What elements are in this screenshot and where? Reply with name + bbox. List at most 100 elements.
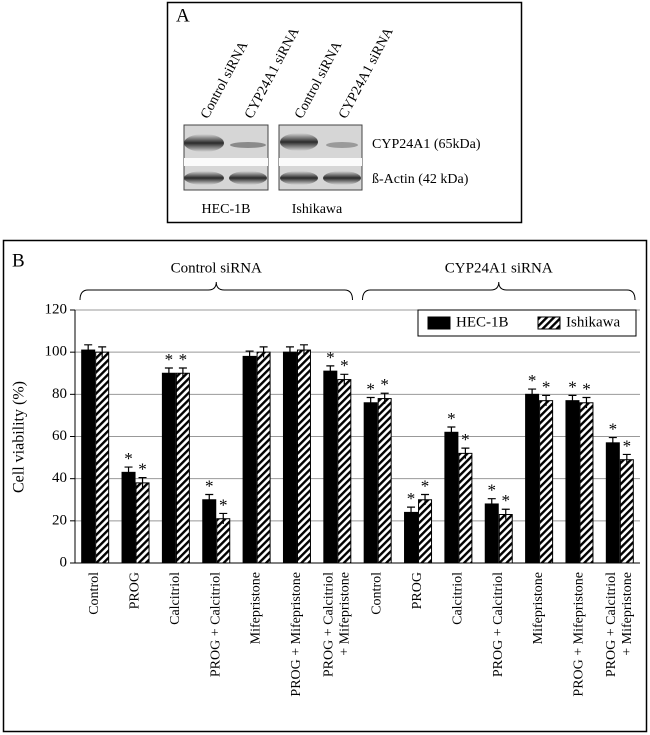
significance-marker: *: [488, 481, 497, 500]
significance-marker: *: [609, 419, 618, 438]
bar: [337, 379, 352, 564]
bar: [404, 511, 419, 564]
bar: [363, 402, 378, 564]
bar: [605, 442, 620, 564]
x-tick-label: PROG + Calcitriol+ Mifepristone: [604, 572, 635, 677]
band-label: ß-Actin (42 kDa): [372, 172, 469, 187]
bar: [619, 459, 634, 564]
bar: [256, 351, 271, 564]
significance-marker: *: [447, 409, 456, 428]
error-bar: [326, 365, 335, 377]
bar: [418, 499, 433, 564]
bar: [242, 355, 257, 564]
legend-box: [417, 309, 637, 337]
error-bar: [582, 396, 591, 409]
legend-label: Ishikawa: [566, 314, 620, 330]
error-bar: [501, 508, 510, 520]
x-tick-label: PROG + Mifepristone: [289, 572, 304, 697]
significance-marker: *: [461, 430, 470, 449]
plot: 0 20 40 60 80 100 120 Control siRNA CYP24A1 siRN…: [45, 260, 640, 697]
error-bar: [528, 388, 537, 400]
bar: [565, 400, 580, 564]
significance-marker: *: [582, 379, 591, 398]
bar: [95, 351, 110, 564]
legend: HEC-1B Ishikawa: [417, 309, 637, 337]
error-bar: [340, 373, 349, 385]
y-axis-label: Cell viability (%): [11, 381, 28, 493]
bar: [135, 482, 150, 564]
error-bar: [568, 394, 577, 406]
error-bar: [407, 506, 416, 518]
significance-marker: *: [340, 356, 349, 375]
bar: [202, 499, 217, 564]
x-tick-label: PROG + Calcitriol: [208, 572, 223, 677]
error-bar: [205, 493, 214, 506]
blot-ishikawa: [278, 124, 363, 191]
significance-marker: *: [623, 436, 632, 455]
panel-b-label: B: [12, 250, 25, 271]
blot-hec: [183, 124, 269, 191]
error-bar: [461, 447, 470, 459]
panel-a-label: A: [176, 5, 190, 26]
error-bar: [622, 453, 631, 465]
bar: [216, 518, 231, 564]
x-tick-label: Calcitriol: [451, 572, 466, 625]
error-bar: [487, 498, 496, 510]
bar: [81, 349, 96, 564]
error-bar: [124, 466, 133, 478]
bar: [484, 503, 499, 564]
bar: [377, 398, 392, 564]
group-bracket: [79, 281, 353, 301]
x-tick-label: PROG: [410, 572, 425, 609]
error-bar: [380, 392, 389, 404]
x-tick-label: PROG + Mifepristone: [572, 572, 587, 697]
y-tick-label: 80: [52, 386, 67, 402]
x-tick-label: Mifepristone: [249, 572, 264, 644]
x-tick-label: Mifepristone: [531, 572, 546, 644]
error-bar: [447, 426, 456, 438]
x-tick-label: Control: [370, 572, 385, 615]
error-bar: [219, 512, 228, 524]
error-bar: [98, 346, 107, 358]
bar: [121, 471, 136, 564]
significance-marker: *: [205, 476, 214, 495]
bar: [458, 452, 473, 564]
cell-line-label: HEC-1B: [202, 202, 251, 217]
y-tick-label: 40: [52, 470, 67, 486]
y-tick-label: 100: [45, 344, 68, 360]
error-bar: [138, 477, 147, 489]
bar: [498, 514, 513, 564]
bar: [444, 431, 459, 564]
significance-marker: *: [528, 371, 537, 390]
bar: [539, 400, 554, 564]
error-bar: [285, 346, 294, 358]
error-bar: [366, 396, 375, 409]
legend-swatch: [427, 316, 451, 330]
significance-marker: *: [502, 491, 511, 510]
x-tick-label: PROG: [128, 572, 143, 609]
significance-marker: *: [421, 476, 430, 495]
significance-marker: *: [568, 377, 577, 396]
bar: [282, 351, 297, 564]
significance-marker: *: [179, 350, 188, 369]
group-bracket: [362, 281, 636, 301]
error-bar: [178, 367, 187, 379]
error-bar: [245, 350, 254, 362]
band-label: CYP24A1 (65kDa): [372, 137, 481, 152]
significance-marker: *: [542, 377, 551, 396]
y-tick-label: 0: [60, 554, 68, 570]
group-label: CYP24A1 siRNA: [445, 260, 553, 276]
y-tick-label: 20: [52, 512, 67, 528]
x-tick-label: Control: [87, 572, 102, 615]
bar: [175, 372, 190, 564]
error-bar: [608, 436, 617, 449]
legend-label: HEC-1B: [456, 314, 509, 330]
error-bar: [421, 493, 430, 506]
error-bar: [164, 367, 173, 379]
significance-marker: *: [219, 495, 228, 514]
significance-marker: *: [326, 348, 335, 367]
x-tick-label: PROG + Calcitriol: [491, 572, 506, 677]
significance-marker: *: [165, 350, 174, 369]
significance-marker: *: [124, 449, 133, 468]
